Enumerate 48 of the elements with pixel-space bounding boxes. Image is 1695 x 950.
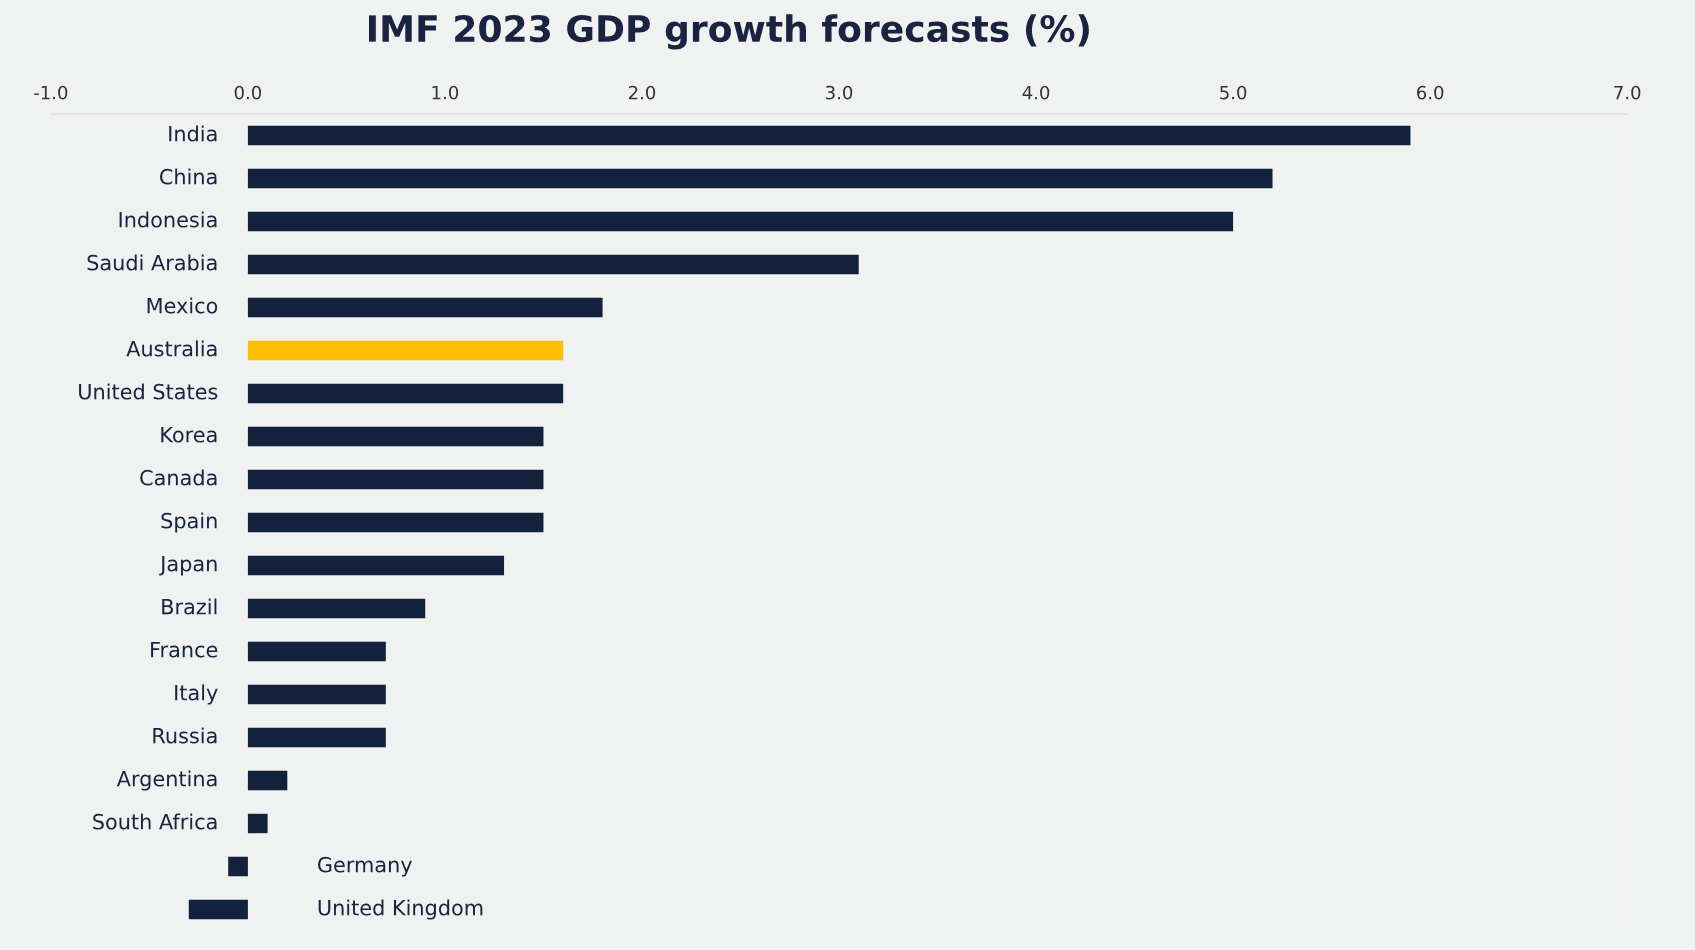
- bar: [228, 856, 248, 877]
- bar: [247, 684, 386, 705]
- y-tick-label: United States: [79, 383, 218, 400]
- y-tick-label: Brazil: [162, 598, 217, 615]
- bar: [247, 512, 544, 533]
- bar: [247, 469, 544, 490]
- y-tick-label: India: [169, 125, 217, 142]
- y-tick-label: Spain: [161, 512, 217, 533]
- x-tick-label: 6.0: [1417, 85, 1444, 100]
- bar: [247, 641, 386, 662]
- x-tick-label: 1.0: [432, 85, 459, 100]
- bar: [247, 383, 564, 404]
- x-tick-label: 3.0: [826, 85, 853, 100]
- x-tick-label: 7.0: [1614, 85, 1641, 100]
- x-tick-label: -1.0: [34, 85, 68, 100]
- bar: [247, 168, 1273, 189]
- y-tick-label: Germany: [318, 856, 412, 877]
- bar: [188, 899, 248, 920]
- bar: [247, 727, 386, 748]
- x-tick-label: 5.0: [1220, 85, 1247, 100]
- y-tick-label: United Kingdom: [318, 899, 483, 920]
- y-tick-label: China: [160, 168, 217, 185]
- y-tick-label: France: [151, 642, 218, 658]
- y-tick-label: Korea: [161, 427, 217, 443]
- y-tick-label: Mexico: [147, 297, 218, 314]
- y-tick-label: Russia: [153, 727, 217, 744]
- bar: [247, 340, 564, 361]
- y-tick-label: Australia: [126, 340, 217, 357]
- x-tick-label: 0.0: [234, 85, 262, 100]
- bar: [247, 598, 426, 619]
- y-tick-label: Italy: [175, 684, 218, 705]
- bar: [247, 426, 544, 447]
- bar: [247, 125, 1411, 146]
- y-tick-label: Indonesia: [119, 211, 217, 228]
- y-tick-label: Japan: [159, 556, 217, 576]
- bar: [247, 770, 288, 791]
- bar: [247, 254, 859, 275]
- y-tick-label: Saudi Arabia: [87, 254, 217, 271]
- y-tick-label: South Africa: [93, 813, 217, 830]
- y-tick-label: Canada: [140, 469, 217, 486]
- y-tick-label: Argentina: [116, 770, 217, 791]
- bar: [247, 211, 1234, 232]
- bar: [247, 555, 505, 576]
- bar: [247, 813, 268, 834]
- chart-title: IMF 2023 GDP growth forecasts (%): [369, 14, 1089, 50]
- x-tick-label: 2.0: [628, 85, 656, 100]
- bar: [247, 297, 603, 318]
- x-tick-label: 4.0: [1022, 85, 1050, 100]
